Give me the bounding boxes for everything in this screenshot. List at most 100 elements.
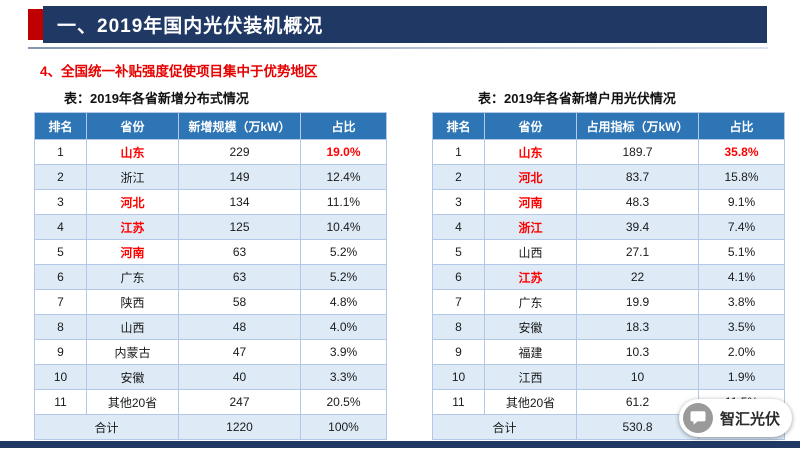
province-header: 省份 <box>484 112 577 140</box>
rank-cell: 9 <box>34 339 87 365</box>
value-cell: 39.4 <box>576 214 699 240</box>
share-cell: 7.4% <box>698 214 785 240</box>
value-cell: 58 <box>178 289 301 315</box>
value-cell: 10 <box>576 364 699 390</box>
province-cell: 山西 <box>484 239 577 265</box>
rank-cell: 2 <box>34 164 87 190</box>
province-cell: 浙江 <box>484 214 577 240</box>
value-cell: 47 <box>178 339 301 365</box>
value-cell: 48.3 <box>576 189 699 215</box>
share-cell: 3.5% <box>698 314 785 340</box>
share-cell: 20.5% <box>300 389 387 415</box>
table-row: 7 陕西 58 4.8% <box>34 289 387 315</box>
value-header: 新增规模（万kW） <box>178 112 301 140</box>
rank-cell: 8 <box>34 314 87 340</box>
household-table-title: 表：2019年各省新增户用光伏情况 <box>478 91 676 106</box>
rank-cell: 6 <box>432 264 485 290</box>
tables-row: 表：2019年各省新增分布式情况 排名 省份 新增规模（万kW） 占比 1 山东 229 19… <box>34 88 785 440</box>
value-cell: 19.9 <box>576 289 699 315</box>
table-row: 10 江西 10 1.9% <box>432 364 785 390</box>
share-cell: 9.1% <box>698 189 785 215</box>
bottom-accent-bar <box>0 441 800 448</box>
household-table: 排名 省份 占用指标（万kW） 占比 1 山东 189.7 35.8% 2 河北 83.7 15.8%… <box>432 112 785 440</box>
rank-cell: 4 <box>432 214 485 240</box>
table-row: 1 山东 189.7 35.8% <box>432 139 785 165</box>
value-cell: 530.8 <box>576 414 699 440</box>
table-row: 9 内蒙古 47 3.9% <box>34 339 387 365</box>
share-cell: 100% <box>300 414 387 440</box>
household-table-panel: 表：2019年各省新增户用光伏情况 排名 省份 占用指标（万kW） 占比 1 山东 189.… <box>432 88 785 440</box>
total-row: 合计 1220 100% <box>34 414 387 440</box>
value-cell: 10.3 <box>576 339 699 365</box>
province-cell: 山东 <box>484 139 577 165</box>
rank-cell: 1 <box>34 139 87 165</box>
share-cell: 35.8% <box>698 139 785 165</box>
rank-cell: 3 <box>432 189 485 215</box>
province-cell: 江西 <box>484 364 577 390</box>
rank-cell: 7 <box>432 289 485 315</box>
value-cell: 27.1 <box>576 239 699 265</box>
share-cell: 5.2% <box>300 239 387 265</box>
share-cell: 5.1% <box>698 239 785 265</box>
rank-cell: 6 <box>34 264 87 290</box>
share-cell: 2.0% <box>698 339 785 365</box>
share-cell: 15.8% <box>698 164 785 190</box>
province-cell: 河南 <box>484 189 577 215</box>
rank-cell: 11 <box>432 389 485 415</box>
rank-cell: 10 <box>34 364 87 390</box>
province-cell: 陕西 <box>86 289 179 315</box>
rank-cell: 10 <box>432 364 485 390</box>
header-underline <box>28 47 768 49</box>
watermark-label: 智汇光伏 <box>719 410 780 428</box>
province-cell: 安徽 <box>484 314 577 340</box>
rank-cell: 7 <box>34 289 87 315</box>
rank-cell: 11 <box>34 389 87 415</box>
province-cell: 广东 <box>484 289 577 315</box>
rank-cell: 1 <box>432 139 485 165</box>
value-cell: 1220 <box>178 414 301 440</box>
value-cell: 18.3 <box>576 314 699 340</box>
value-cell: 149 <box>178 164 301 190</box>
table-row: 6 广东 63 5.2% <box>34 264 387 290</box>
share-header: 占比 <box>698 112 785 140</box>
table-row: 5 河南 63 5.2% <box>34 239 387 265</box>
value-cell: 63 <box>178 239 301 265</box>
value-cell: 63 <box>178 264 301 290</box>
province-cell: 广东 <box>86 264 179 290</box>
header-accent-square <box>28 9 43 40</box>
share-cell: 3.3% <box>300 364 387 390</box>
province-cell: 福建 <box>484 339 577 365</box>
distributed-table-title: 表：2019年各省新增分布式情况 <box>64 91 249 106</box>
total-label-cell: 合计 <box>34 414 179 440</box>
share-cell: 4.1% <box>698 264 785 290</box>
table-row: 4 浙江 39.4 7.4% <box>432 214 785 240</box>
distributed-table-panel: 表：2019年各省新增分布式情况 排名 省份 新增规模（万kW） 占比 1 山东 229 19… <box>34 88 387 440</box>
share-cell: 5.2% <box>300 264 387 290</box>
rank-cell: 4 <box>34 214 87 240</box>
province-cell: 内蒙古 <box>86 339 179 365</box>
total-label-cell: 合计 <box>432 414 577 440</box>
value-cell: 125 <box>178 214 301 240</box>
province-cell: 安徽 <box>86 364 179 390</box>
rank-cell: 2 <box>432 164 485 190</box>
province-cell: 江苏 <box>86 214 179 240</box>
share-cell: 4.8% <box>300 289 387 315</box>
value-cell: 134 <box>178 189 301 215</box>
header-row: 排名 省份 占用指标（万kW） 占比 <box>432 112 785 140</box>
share-cell: 11.1% <box>300 189 387 215</box>
rank-cell: 8 <box>432 314 485 340</box>
share-cell: 12.4% <box>300 164 387 190</box>
province-cell: 浙江 <box>86 164 179 190</box>
province-cell: 其他20省 <box>86 389 179 415</box>
share-cell: 1.9% <box>698 364 785 390</box>
table-row: 10 安徽 40 3.3% <box>34 364 387 390</box>
value-cell: 189.7 <box>576 139 699 165</box>
value-cell: 22 <box>576 264 699 290</box>
province-cell: 河北 <box>484 164 577 190</box>
table-row: 3 河北 134 11.1% <box>34 189 387 215</box>
section-subtitle: 4、全国统一补贴强度促使项目集中于优势地区 <box>40 64 318 79</box>
share-cell: 3.8% <box>698 289 785 315</box>
table-row: 5 山西 27.1 5.1% <box>432 239 785 265</box>
province-cell: 其他20省 <box>484 389 577 415</box>
header-row: 排名 省份 新增规模（万kW） 占比 <box>34 112 387 140</box>
